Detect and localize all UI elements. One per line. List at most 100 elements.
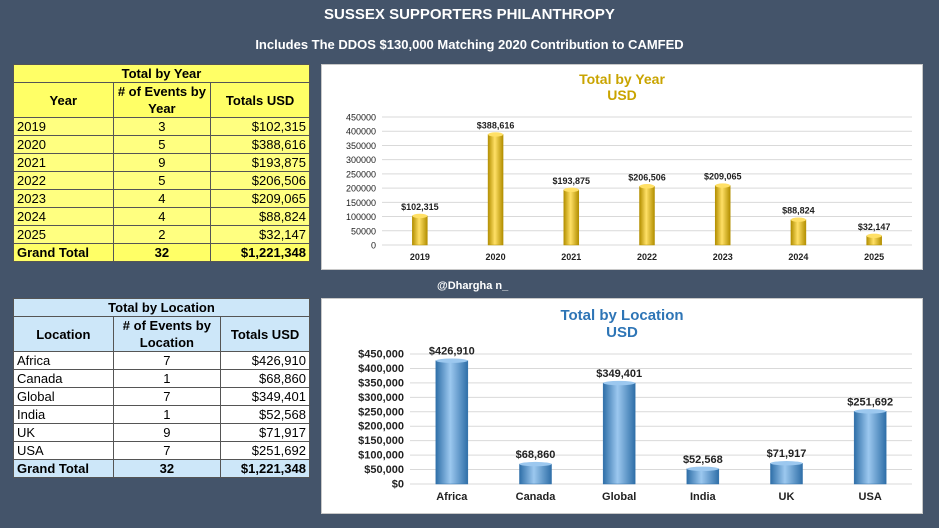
- y-tick-label: $0: [392, 479, 404, 491]
- bar-cap: [686, 466, 719, 472]
- location-cell: Global: [13, 387, 114, 406]
- location-table-caption: Total by Location: [13, 298, 310, 317]
- total-cell: $209,065: [210, 189, 310, 208]
- location-cell: UK: [13, 423, 114, 442]
- bar: [686, 468, 720, 485]
- y-tick-label: 450000: [346, 113, 376, 123]
- total-cell: $251,692: [220, 441, 310, 460]
- category-label: 2020: [486, 252, 506, 262]
- total-cell: $206,506: [210, 171, 310, 190]
- events-cell: 7: [112, 387, 222, 406]
- year-chart-panel: Total by Year USD 0 50000 100000 150000 200000…: [321, 64, 923, 270]
- page-subtitle: Includes The DDOS $130,000 Matching 2020…: [255, 37, 684, 52]
- location-chart-panel: Total by Location USD $0 $50,000 $100,000 $15…: [321, 298, 923, 514]
- category-label: Global: [602, 491, 636, 503]
- data-label: $209,065: [704, 172, 742, 182]
- events-cell: 9: [112, 153, 212, 172]
- y-tick-label: 150000: [346, 198, 376, 208]
- location-table-body: Africa 7 $426,910 Canada 1 $68,860 Global 7 $349…: [13, 351, 310, 460]
- table-row: Africa 7 $426,910: [13, 351, 310, 370]
- location-cell: Africa: [13, 351, 114, 370]
- grand-total-label: Grand Total: [13, 243, 114, 262]
- y-tick-label: 300000: [346, 155, 376, 165]
- table-row: USA 7 $251,692: [13, 441, 310, 460]
- bar: [519, 463, 552, 485]
- totals-col-header: Totals USD: [220, 316, 310, 352]
- y-tick-label: 100000: [346, 212, 376, 222]
- bar-cap: [603, 380, 636, 386]
- category-label: Canada: [516, 491, 557, 503]
- year-cell: 2019: [13, 117, 114, 136]
- location-summary-table: Total by Location Location # of Events b…: [13, 298, 310, 478]
- events-cell: 4: [112, 207, 212, 226]
- table-row: India 1 $52,568: [13, 405, 310, 424]
- y-tick-label: $250,000: [358, 406, 404, 418]
- y-tick-label: $100,000: [358, 450, 404, 462]
- table-row: 2019 3 $102,315: [13, 117, 310, 136]
- bar: [770, 462, 803, 485]
- chart-title: Total by Year: [579, 71, 665, 87]
- grand-total-events: 32: [112, 243, 212, 262]
- total-cell: $71,917: [220, 423, 310, 442]
- bar-cap: [790, 217, 806, 222]
- category-label: India: [690, 491, 717, 503]
- events-cell: 2: [112, 225, 212, 244]
- year-col-header: Year: [13, 82, 114, 118]
- year-table-caption: Total by Year: [13, 64, 310, 83]
- year-cell: 2020: [13, 135, 114, 154]
- location-col-header: Location: [13, 316, 114, 352]
- year-cell: 2022: [13, 171, 114, 190]
- events-cell: 1: [112, 405, 222, 424]
- total-cell: $52,568: [220, 405, 310, 424]
- grand-total-value: $1,221,348: [220, 459, 310, 478]
- total-cell: $388,616: [210, 135, 310, 154]
- grand-total-value: $1,221,348: [210, 243, 310, 262]
- bar: [435, 360, 469, 485]
- total-cell: $68,860: [220, 369, 310, 388]
- data-label: $388,616: [477, 120, 515, 130]
- chart-subtitle: USD: [606, 324, 638, 341]
- category-label: 2019: [410, 252, 430, 262]
- events-cell: 5: [112, 171, 212, 190]
- category-label: USA: [859, 491, 882, 503]
- category-label: UK: [779, 491, 795, 503]
- bar-cap: [639, 184, 655, 189]
- bar-cap: [412, 213, 428, 219]
- bar-cap: [770, 461, 803, 466]
- location-cell: India: [13, 405, 114, 424]
- y-tick-label: $200,000: [358, 421, 404, 433]
- y-tick-label: 0: [371, 241, 376, 251]
- y-tick-label: 200000: [346, 184, 376, 194]
- y-tick-label: $450,000: [358, 349, 404, 361]
- data-label: $193,875: [553, 176, 591, 186]
- events-cell: 7: [112, 441, 222, 460]
- year-cell: 2023: [13, 189, 114, 208]
- location-cell: Canada: [13, 369, 114, 388]
- events-cell: 9: [112, 423, 222, 442]
- table-row: Global 7 $349,401: [13, 387, 310, 406]
- year-cell: 2025: [13, 225, 114, 244]
- bar-cap: [715, 183, 731, 188]
- category-label: 2025: [864, 252, 884, 262]
- bar-cap: [435, 358, 468, 363]
- bar: [602, 382, 636, 485]
- year-cell: 2024: [13, 207, 114, 226]
- bar: [412, 215, 428, 246]
- y-tick-label: $350,000: [358, 377, 404, 389]
- data-label: $68,860: [516, 449, 556, 461]
- data-label: $426,910: [429, 346, 475, 358]
- data-label: $32,147: [858, 222, 891, 232]
- events-cell: 1: [112, 369, 222, 388]
- table-row: Canada 1 $68,860: [13, 369, 310, 388]
- events-col-header: # of Events by Year: [112, 82, 212, 118]
- year-table-body: 2019 3 $102,315 2020 5 $388,616 2021 9 $193,875 2…: [13, 117, 310, 244]
- events-cell: 5: [112, 135, 212, 154]
- bar: [563, 189, 580, 246]
- total-cell: $32,147: [210, 225, 310, 244]
- y-tick-label: $150,000: [358, 435, 404, 447]
- data-label: $71,917: [767, 448, 807, 460]
- bar-cap: [854, 409, 887, 414]
- table-row: 2021 9 $193,875: [13, 153, 310, 172]
- category-label: 2024: [788, 252, 808, 262]
